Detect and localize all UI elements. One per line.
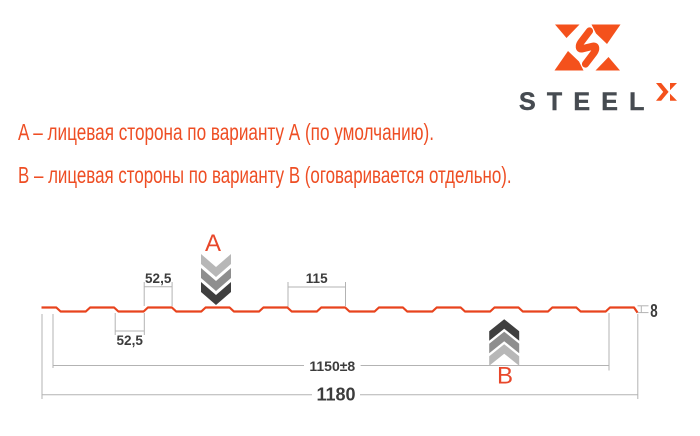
svg-text:52,5: 52,5 [117,333,144,348]
svg-text:52,5: 52,5 [145,271,172,286]
svg-text:1150±8: 1150±8 [309,358,355,374]
svg-text:115: 115 [306,271,328,286]
svg-text:1180: 1180 [316,385,355,405]
svg-text:B: B [497,363,513,390]
svg-text:A: A [205,230,221,257]
svg-text:8: 8 [650,301,657,322]
